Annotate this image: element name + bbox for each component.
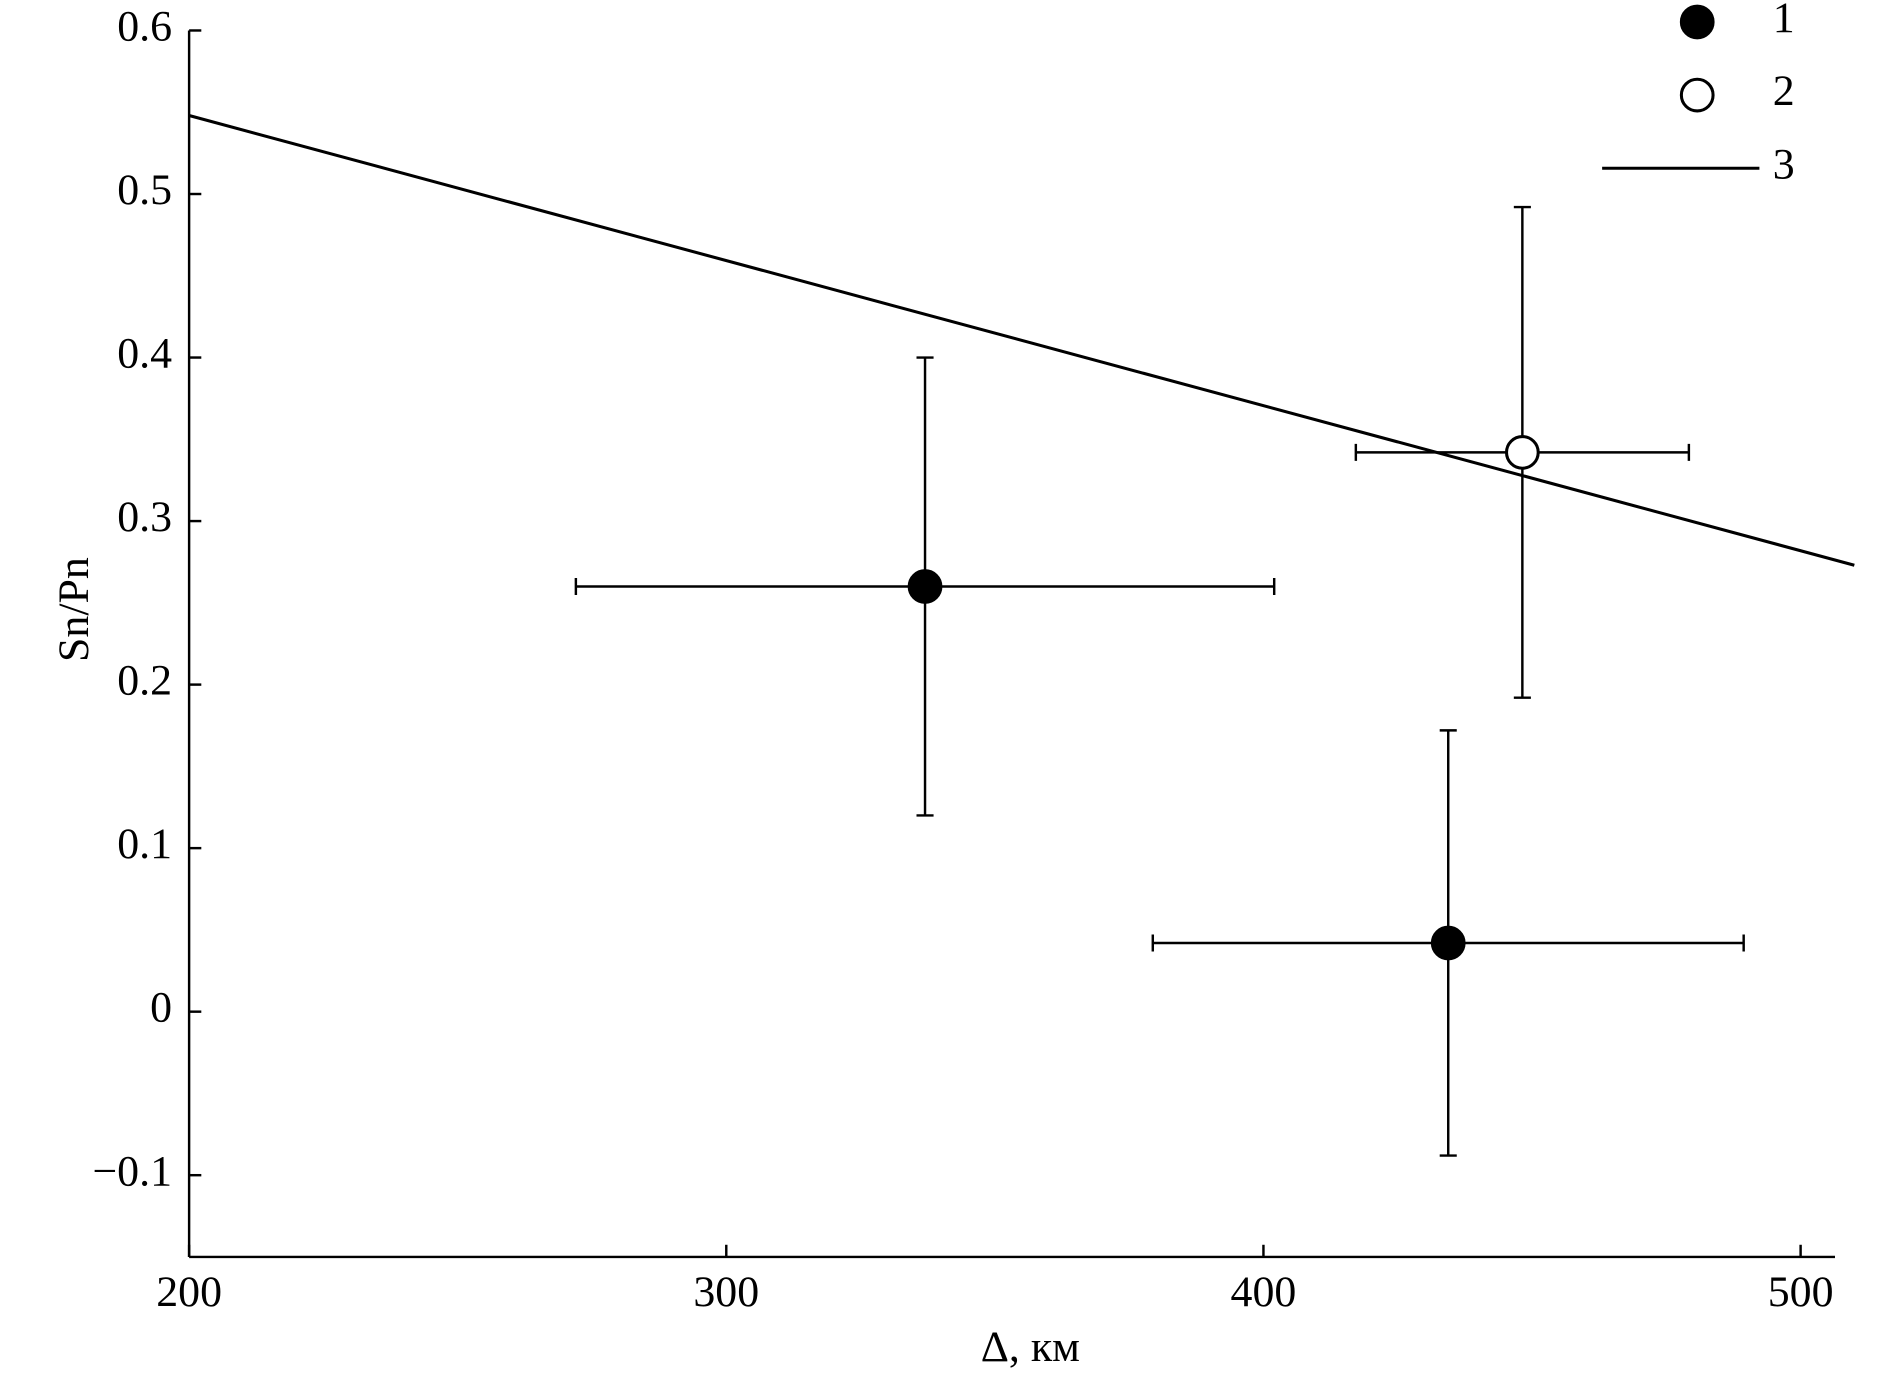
legend-label: 1 (1773, 0, 1795, 42)
y-tick-label: 0.4 (117, 330, 172, 378)
y-tick-label: 0.3 (117, 493, 172, 541)
x-tick-label: 200 (156, 1268, 222, 1316)
y-tick-label: −0.1 (92, 1147, 172, 1195)
y-tick-label: 0.5 (117, 166, 172, 214)
x-tick-label: 400 (1231, 1268, 1297, 1316)
point (907, 569, 943, 604)
point (1504, 435, 1540, 470)
y-tick-label: 0.6 (117, 3, 172, 51)
y-axis-label: Sn/Pn (50, 557, 98, 662)
legend-label: 3 (1773, 140, 1795, 188)
x-tick-label: 300 (693, 1268, 759, 1316)
y-tick-label: 0 (150, 984, 172, 1032)
x-axis-label: Δ, км (981, 1323, 1080, 1371)
legend-marker (1679, 77, 1715, 113)
y-tick-label: 0.1 (117, 820, 172, 868)
legend-marker (1679, 4, 1715, 40)
trend-line (188, 114, 1855, 567)
legend-label: 2 (1773, 67, 1795, 115)
point (1430, 925, 1466, 961)
x-tick-label: 500 (1768, 1268, 1834, 1316)
y-tick-label: 0.2 (117, 657, 172, 705)
